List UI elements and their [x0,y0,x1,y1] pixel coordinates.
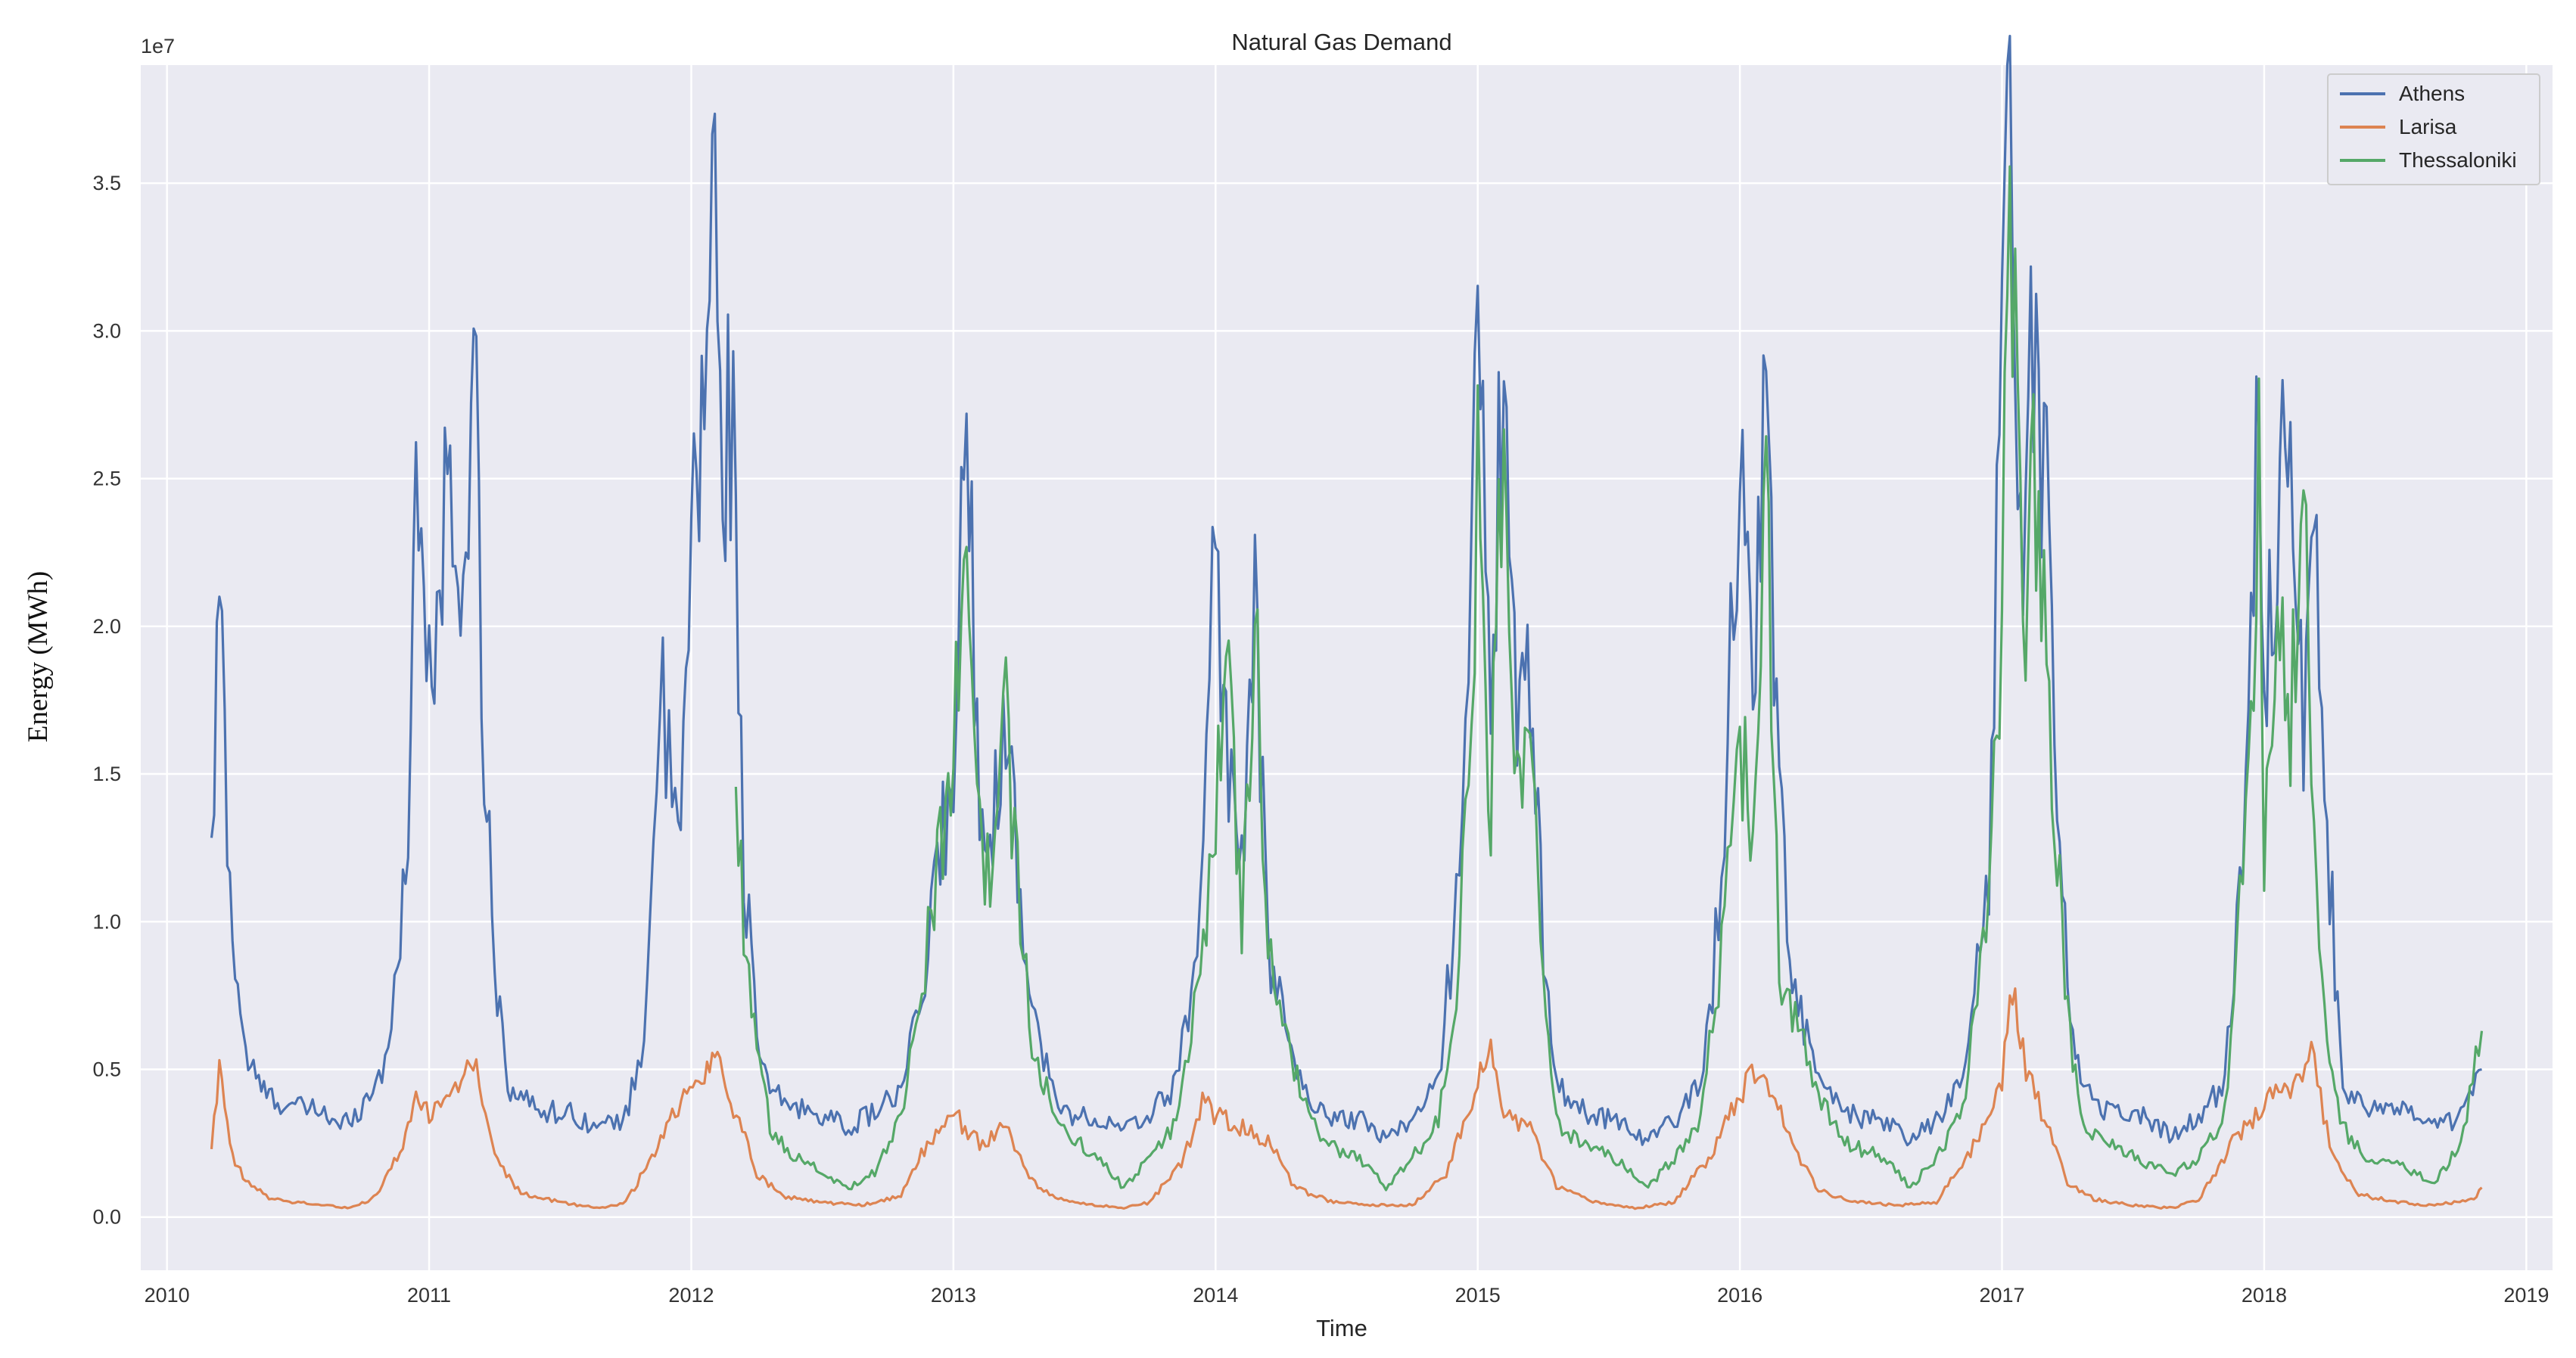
x-tick-label-2019: 2019 [2503,1284,2549,1307]
series-line-thessaloniki [734,165,2484,1192]
x-tick-label-2010: 2010 [145,1284,190,1307]
series-line-athens [210,34,2482,1147]
y-tick-label-1.0: 1.0 [92,910,121,933]
legend-label-athens: Athens [2399,82,2465,105]
series-line-larisa [210,987,2483,1210]
y-tick-label-0.5: 0.5 [92,1058,121,1081]
x-tick-label-2016: 2016 [1717,1284,1762,1307]
x-axis-ticks: 2010 2011 2012 2013 2014 2015 2016 2017 2018 2019 [145,1284,2550,1307]
legend-label-larisa: Larisa [2399,115,2457,138]
x-tick-label-2018: 2018 [2242,1284,2287,1307]
legend: Athens Larisa Thessaloniki [2327,73,2540,185]
x-axis-label: Time [1316,1315,1367,1341]
y-tick-label-1.5: 1.5 [92,763,121,785]
y-tick-label-2.0: 2.0 [92,615,121,638]
x-tick-label-2015: 2015 [1455,1284,1501,1307]
y-tick-label-0.0: 0.0 [92,1206,121,1229]
y-tick-label-3.5: 3.5 [92,172,121,194]
chart-title: Natural Gas Demand [1231,29,1451,55]
y-tick-label-2.5: 2.5 [92,468,121,490]
series-lines [210,34,2484,1210]
legend-box [2327,73,2540,185]
x-tick-label-2014: 2014 [1193,1284,1238,1307]
x-tick-label-2013: 2013 [931,1284,976,1307]
x-tick-label-2012: 2012 [668,1284,714,1307]
plot-area [141,65,2553,1270]
legend-label-thessaloniki: Thessaloniki [2399,148,2517,172]
y-tick-label-3.0: 3.0 [92,319,121,342]
y-axis-offset-label: 1e7 [141,35,175,57]
x-tick-label-2017: 2017 [1979,1284,2024,1307]
x-tick-label-2011: 2011 [407,1284,451,1307]
y-axis-ticks: 0.0 0.5 1.0 1.5 2.0 2.5 3.0 3.5 [92,172,121,1229]
y-axis-label: Energy (MWh) [23,571,54,742]
